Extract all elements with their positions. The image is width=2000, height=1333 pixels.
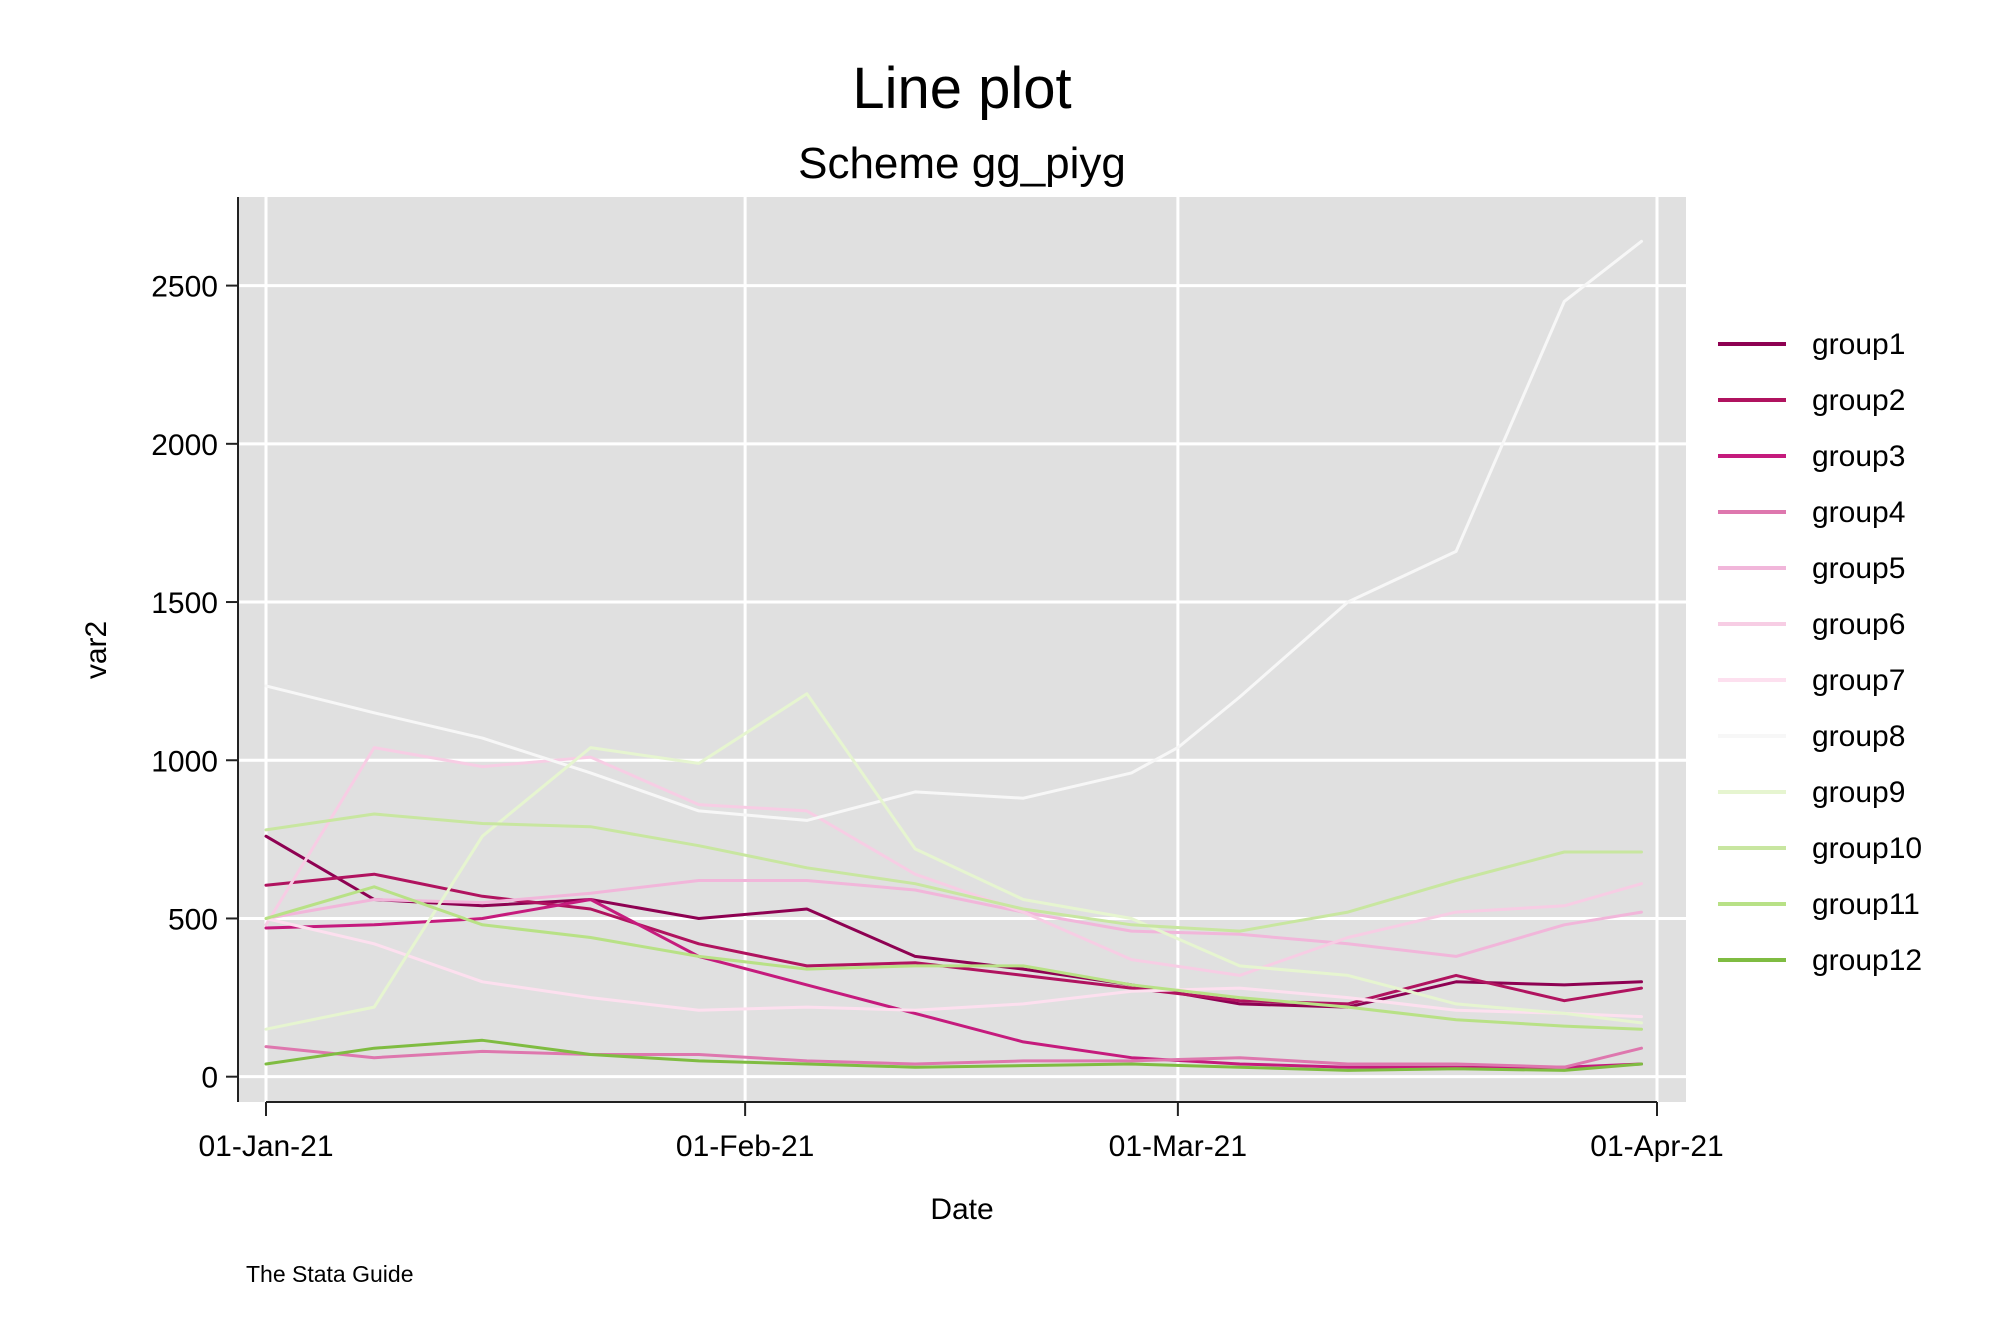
legend-label-group2: group2 xyxy=(1812,384,1905,417)
chart-subtitle: Scheme gg_piyg xyxy=(798,139,1126,188)
series-lines xyxy=(264,239,1643,1072)
legend-label-group5: group5 xyxy=(1812,552,1905,585)
legend-label-group9: group9 xyxy=(1812,776,1905,809)
legend-label-group8: group8 xyxy=(1812,720,1905,753)
series-line-group4 xyxy=(264,1045,1643,1069)
series-line-group10 xyxy=(264,812,1643,933)
y-tick-label: 500 xyxy=(168,903,218,936)
series-line-group1 xyxy=(264,834,1643,1009)
y-axis-title: var2 xyxy=(80,621,113,679)
y-tick-label: 0 xyxy=(201,1062,218,1095)
series-line-group8 xyxy=(264,239,1643,822)
x-tick-label: 01-Feb-21 xyxy=(676,1130,814,1163)
axes: 0 500 1000 1500 2000 2500 01-Jan-21 01-Feb-21 01… xyxy=(151,197,1724,1163)
chart-title: Line plot xyxy=(852,56,1071,121)
series-line-group3 xyxy=(264,898,1643,1069)
x-axis-title: Date xyxy=(930,1193,993,1226)
series-line-group12 xyxy=(264,1038,1643,1072)
grid-lines xyxy=(238,197,1686,1102)
legend: group1 group2 group3 group4 group5 group6 grou… xyxy=(1718,328,1922,977)
plot-area xyxy=(238,197,1686,1102)
legend-label-group4: group4 xyxy=(1812,496,1905,529)
y-tick-label: 1500 xyxy=(151,587,218,620)
y-tick-label: 2500 xyxy=(151,271,218,304)
x-tick-label: 01-Apr-21 xyxy=(1590,1130,1723,1163)
legend-label-group11: group11 xyxy=(1812,888,1920,921)
series-line-group6 xyxy=(264,746,1643,977)
legend-label-group6: group6 xyxy=(1812,608,1905,641)
legend-label-group1: group1 xyxy=(1812,328,1905,361)
series-line-group7 xyxy=(264,917,1643,1019)
series-line-group2 xyxy=(264,872,1643,1006)
chart-note: The Stata Guide xyxy=(246,1261,414,1287)
legend-label-group10: group10 xyxy=(1812,832,1922,865)
legend-label-group12: group12 xyxy=(1812,944,1922,977)
legend-label-group7: group7 xyxy=(1812,664,1905,697)
x-tick-label: 01-Jan-21 xyxy=(198,1130,333,1163)
y-tick-label: 2000 xyxy=(151,429,218,462)
y-tick-label: 1000 xyxy=(151,745,218,778)
series-line-group5 xyxy=(264,879,1643,958)
series-line-group11 xyxy=(264,885,1643,1031)
legend-label-group3: group3 xyxy=(1812,440,1905,473)
series-line-group9 xyxy=(264,692,1643,1031)
x-tick-label: 01-Mar-21 xyxy=(1109,1130,1247,1163)
